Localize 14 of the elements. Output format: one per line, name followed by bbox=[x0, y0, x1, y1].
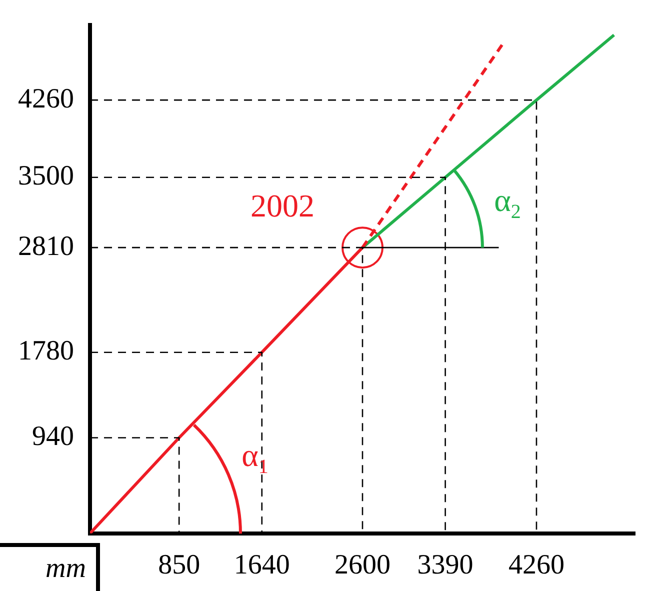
annotation: 2002 bbox=[250, 187, 314, 224]
annotation: α$_{1}$ bbox=[242, 437, 268, 480]
text: mm bbox=[0, 543, 100, 591]
x-tick-label: 1640 bbox=[234, 550, 290, 581]
x-tick-label: 3390 bbox=[417, 550, 474, 581]
x-tick-label: 850 bbox=[158, 550, 200, 581]
y-tick-label: 1780 bbox=[18, 336, 74, 367]
y-tick-label: 2810 bbox=[18, 230, 74, 262]
annotation: α$_{2}$ bbox=[494, 181, 521, 224]
y-tick-label: 4260 bbox=[18, 83, 74, 114]
x-tick-label: 4260 bbox=[508, 550, 564, 581]
x-tick-label: 2600 bbox=[334, 550, 390, 581]
y-tick-label: 3500 bbox=[18, 160, 74, 192]
y-tick-label: 940 bbox=[32, 421, 74, 452]
